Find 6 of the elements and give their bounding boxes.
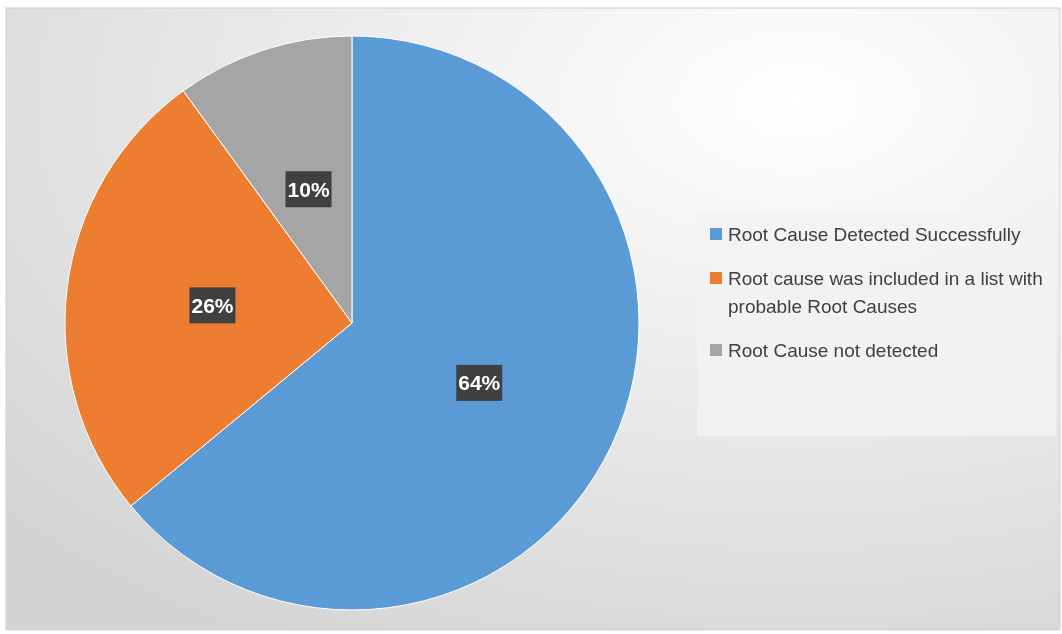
- data-label: 64%: [458, 371, 501, 395]
- data-label: 26%: [191, 293, 234, 317]
- slice-label: Root Cause Detected Successfully: [728, 223, 1022, 245]
- legend-label: Root cause was included in a list with probable Root Causes: [728, 267, 1043, 317]
- legend-label: Root Cause not detected: [728, 339, 939, 361]
- data-label: 10%: [287, 177, 330, 201]
